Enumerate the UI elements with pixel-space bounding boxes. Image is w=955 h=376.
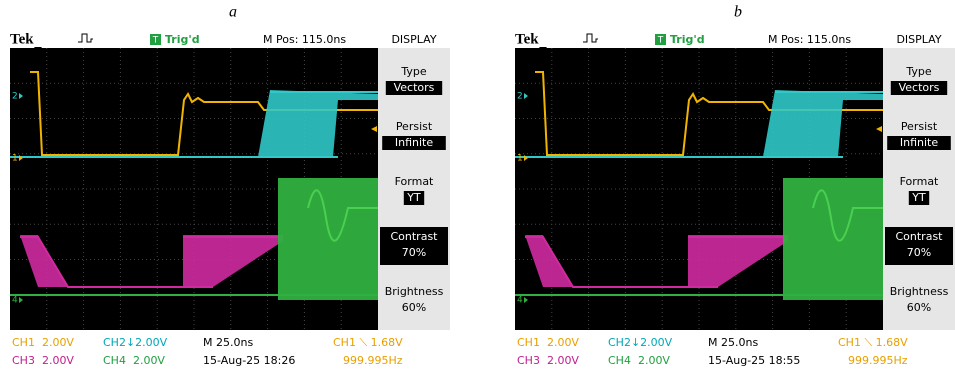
menu-item-name: Format	[395, 175, 434, 188]
menu-item-value: Infinite	[395, 136, 433, 149]
menu-title: DISPLAY	[896, 33, 941, 46]
status-timebase: M 25.0ns	[203, 336, 253, 349]
status-ch1: CH1 2.00V	[12, 336, 74, 349]
trace-band	[278, 178, 378, 300]
channel-marker: 2	[12, 92, 18, 102]
status-ch3: CH3 2.00V	[12, 354, 74, 367]
status-trigger: CH1 ⟍ 1.68V	[333, 336, 403, 349]
menu-item-value: 60%	[907, 301, 931, 314]
channel-marker: 2	[517, 92, 523, 102]
status-ch2: CH2↓2.00V	[103, 336, 168, 349]
menu-item-value: 70%	[402, 246, 426, 259]
status-ch3: CH3 2.00V	[517, 354, 579, 367]
position: M Pos: 115.0ns	[263, 33, 346, 46]
brand: Tek	[10, 31, 34, 47]
menu-item-value: 60%	[402, 301, 426, 314]
status-timebase: M 25.0ns	[708, 336, 758, 349]
trig-letter: T	[152, 36, 159, 46]
page: {"figure": {"panels": [ {"label": "a", "…	[0, 0, 955, 372]
channel-marker: 1	[517, 154, 523, 164]
status-frequency: 999.995Hz	[848, 354, 908, 367]
status-datetime: 15-Aug-25 18:26	[203, 354, 295, 367]
menu-item-value: Vectors	[899, 81, 940, 94]
trig-status: Trig'd	[165, 33, 200, 46]
menu-item-name: Brightness	[890, 285, 949, 298]
menu-title: DISPLAY	[391, 33, 436, 46]
status-ch4: CH4 2.00V	[103, 354, 165, 367]
status-frequency: 999.995Hz	[343, 354, 403, 367]
trace-band	[783, 178, 883, 300]
menu-item-name: Persist	[396, 120, 433, 133]
trig-letter: T	[657, 36, 664, 46]
menu-item-name: Brightness	[385, 285, 444, 298]
menu-item-value: Infinite	[900, 136, 938, 149]
menu-item-value: YT	[406, 191, 421, 204]
channel-marker: 4	[517, 296, 523, 306]
menu-item-name: Type	[905, 65, 931, 78]
channel-marker: 1	[12, 154, 18, 164]
menu-item-name: Type	[400, 65, 426, 78]
status-datetime: 15-Aug-25 18:55	[708, 354, 800, 367]
status-ch4: CH4 2.00V	[608, 354, 670, 367]
menu-item-name: Format	[900, 175, 939, 188]
menu-item-value: YT	[911, 191, 926, 204]
trig-status: Trig'd	[670, 33, 705, 46]
menu-item-name: Contrast	[895, 230, 943, 243]
status-ch2: CH2↓2.00V	[608, 336, 673, 349]
channel-marker: 4	[12, 296, 18, 306]
menu-item-value: 70%	[907, 246, 931, 259]
figure: a Tek T Trig'd M Pos: 115.0ns DISPLAY 2 1 4 Type V…	[0, 0, 955, 372]
menu-item-value: Vectors	[394, 81, 435, 94]
scope-screenshot: Tek T Trig'd M Pos: 115.0ns DISPLAY 2 1 4 Type Ve…	[8, 28, 450, 372]
position: M Pos: 115.0ns	[768, 33, 851, 46]
scope-screenshot: Tek T Trig'd M Pos: 115.0ns DISPLAY 2 1 4 Type Ve…	[513, 28, 955, 372]
status-trigger: CH1 ⟍ 1.68V	[838, 336, 908, 349]
brand: Tek	[515, 31, 539, 47]
menu-item-name: Persist	[901, 120, 938, 133]
menu-item-name: Contrast	[390, 230, 438, 243]
panel-label: b	[734, 4, 742, 21]
status-ch1: CH1 2.00V	[517, 336, 579, 349]
panel-label: a	[229, 4, 237, 21]
